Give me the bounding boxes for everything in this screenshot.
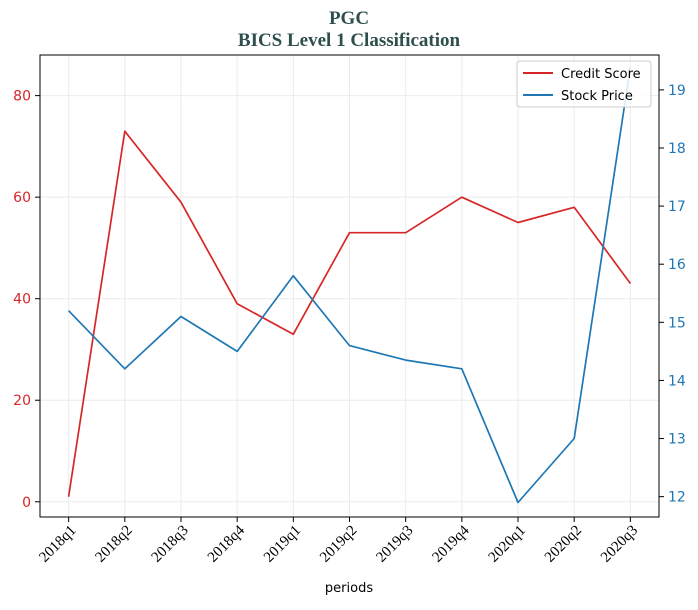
y-left-tick-label: 60	[13, 190, 31, 206]
y-left-tick-label: 0	[22, 495, 31, 511]
x-tick-label: 2019q4	[430, 522, 473, 565]
y-right-tick-label: 19	[668, 83, 686, 99]
x-tick-label: 2019q2	[317, 523, 360, 566]
y-right-tick-label: 17	[668, 199, 686, 215]
x-axis-label: periods	[325, 581, 373, 596]
x-tick-label: 2020q3	[598, 523, 641, 566]
x-tick-label: 2019q3	[373, 523, 416, 566]
x-tick-label: 2018q3	[149, 523, 192, 566]
legend-label-credit-score: Credit Score	[561, 67, 641, 82]
chart-title: PGC	[329, 8, 369, 29]
y-right-tick-label: 14	[668, 373, 686, 389]
y-left-tick-label: 80	[13, 89, 31, 105]
y-right-tick-label: 16	[668, 257, 686, 273]
x-tick-label: 2020q2	[542, 523, 585, 566]
chart-subtitle: BICS Level 1 Classification	[238, 30, 461, 51]
y-right-tick-label: 15	[668, 315, 686, 331]
x-tick-label: 2020q1	[486, 523, 529, 566]
x-tick-label: 2019q1	[261, 523, 304, 566]
y-right-tick-label: 18	[668, 141, 686, 157]
y-left-tick-label: 40	[13, 292, 31, 308]
x-tick-label: 2018q4	[205, 522, 248, 565]
y-right-tick-label: 13	[668, 432, 686, 448]
y-right-tick-label: 12	[668, 490, 686, 506]
x-tick-label: 2018q1	[36, 523, 79, 566]
legend-label-stock-price: Stock Price	[561, 89, 633, 104]
legend: Credit Score Stock Price	[517, 61, 651, 107]
x-tick-label: 2018q2	[93, 523, 136, 566]
y-left-tick-label: 20	[13, 393, 31, 409]
